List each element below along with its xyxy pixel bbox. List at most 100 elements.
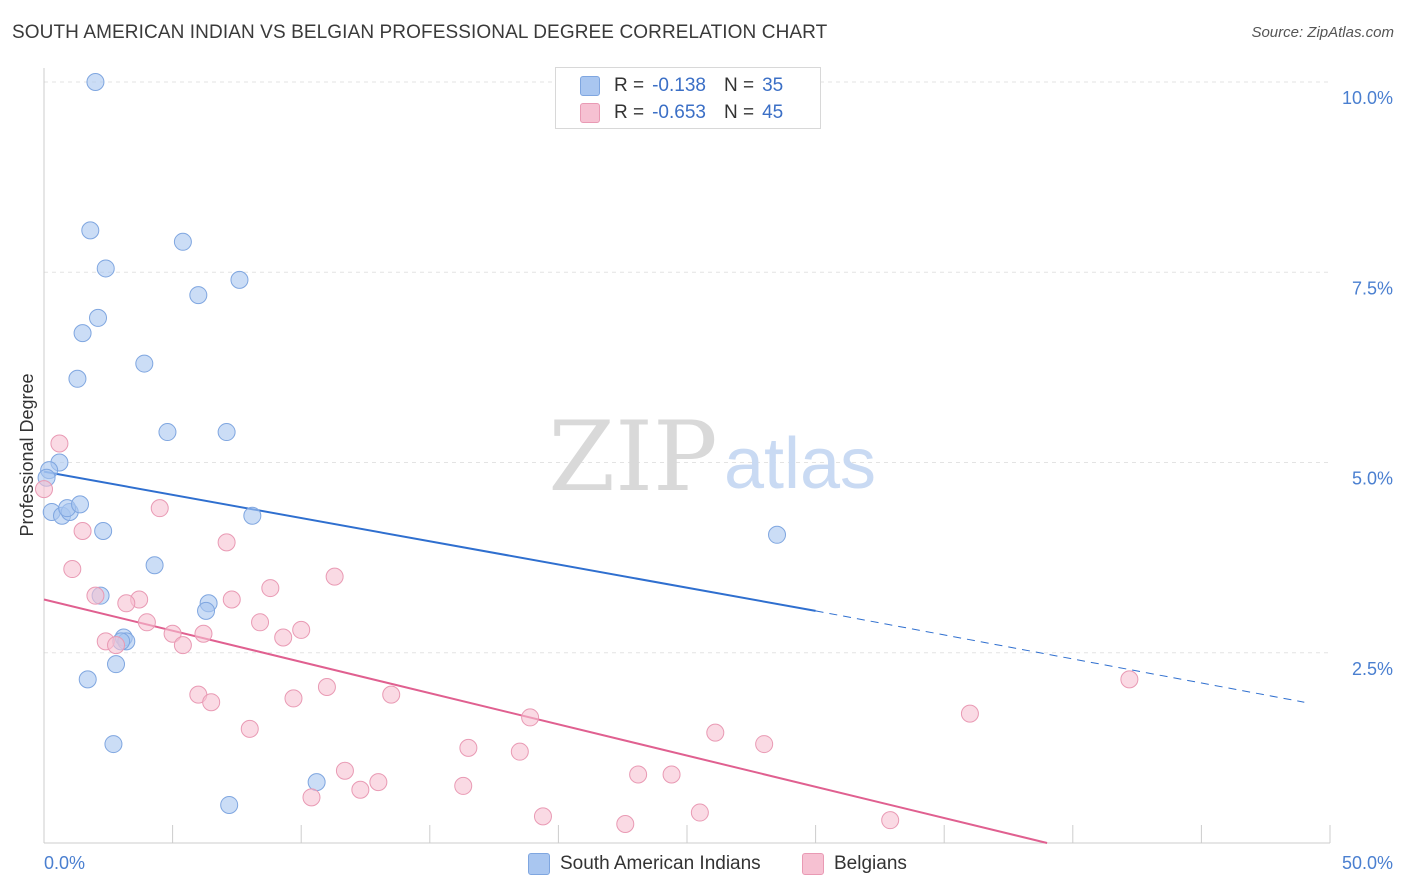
south-american-point <box>135 354 154 373</box>
data-points <box>35 73 1139 833</box>
south-american-point <box>86 73 105 91</box>
belgian-point <box>240 719 259 738</box>
belgian-point <box>63 560 82 579</box>
watermark: ZIP atlas <box>548 401 876 513</box>
belgian-point <box>510 742 529 761</box>
south-american-point <box>73 324 92 343</box>
belgian-point <box>881 811 900 830</box>
south-american-point <box>189 286 208 305</box>
south-american-point <box>230 270 249 289</box>
south-american-point <box>71 495 90 514</box>
belgian-point <box>284 689 303 708</box>
legend-r-label: R = <box>614 75 645 96</box>
x-tick-label: 0.0% <box>44 853 85 873</box>
south-american-point <box>89 308 108 327</box>
south-american-point <box>768 525 787 544</box>
south-american-point <box>94 521 113 540</box>
belgian-point <box>274 628 293 647</box>
y-tick-label: 2.5% <box>1352 659 1393 679</box>
belgian-point <box>616 814 635 833</box>
belgian-point <box>86 586 105 605</box>
south-american-point <box>104 735 123 754</box>
legend-swatch-pink <box>580 103 600 123</box>
legend-swatch-blue <box>528 853 550 875</box>
south-american-point <box>145 556 164 575</box>
south-american-trend-line <box>43 470 816 612</box>
legend-label: South American Indians <box>560 853 761 874</box>
source-label: Source: ZipAtlas.com <box>1251 24 1394 41</box>
south-american-point <box>81 221 100 240</box>
grid-lines <box>44 81 1330 654</box>
legend-r-label: R = <box>614 102 645 123</box>
x-tick-label: 50.0% <box>1342 853 1393 873</box>
legend-swatch-pink <box>802 853 824 875</box>
belgian-point <box>533 807 552 826</box>
belgian-point <box>706 723 725 742</box>
belgian-point <box>317 677 336 696</box>
legend-item-belgians[interactable]: Belgians <box>802 851 907 877</box>
belgian-point <box>302 788 321 807</box>
legend-label: Belgians <box>834 853 907 874</box>
belgian-point <box>369 773 388 792</box>
legend-r-value: -0.138 <box>652 75 706 96</box>
belgian-point <box>163 624 182 643</box>
belgian-point <box>117 594 136 613</box>
belgian-point <box>222 590 241 609</box>
legend-r-value: -0.653 <box>652 102 706 123</box>
south-american-point <box>158 423 177 442</box>
south-american-point <box>68 369 87 388</box>
belgian-point <box>690 803 709 822</box>
watermark-zip: ZIP <box>548 401 717 513</box>
legend-row-south-american: R = -0.138 N = 35 <box>580 74 783 98</box>
belgian-point <box>137 613 156 632</box>
legend-item-south-american-indians[interactable]: South American Indians <box>528 851 761 877</box>
south-american-point <box>78 670 97 689</box>
belgian-point <box>662 765 681 784</box>
trend-lines <box>43 470 1305 844</box>
belgian-point <box>521 708 540 727</box>
south-american-point <box>217 423 236 442</box>
belgian-point <box>459 738 478 757</box>
belgian-point <box>35 480 53 499</box>
south-american-point <box>307 773 326 792</box>
south-american-point <box>197 601 216 620</box>
belgian-point <box>755 735 774 754</box>
belgian-point <box>292 620 311 639</box>
belgian-point <box>107 636 126 655</box>
belgian-point <box>217 533 236 552</box>
south-american-point <box>173 232 192 251</box>
south-american-trend-extension <box>815 610 1305 703</box>
y-tick-label: 10.0% <box>1342 88 1393 108</box>
south-american-point <box>243 506 262 525</box>
belgian-point <box>150 499 169 518</box>
legend-n-label: N = <box>723 102 755 123</box>
axes <box>43 68 1331 844</box>
belgian-point <box>173 636 192 655</box>
belgian-point <box>335 761 354 780</box>
belgian-point <box>261 579 280 598</box>
stats-legend: R = -0.138 N = 35 R = -0.653 N = 45 <box>555 67 821 129</box>
legend-row-belgian: R = -0.653 N = 45 <box>580 101 783 125</box>
belgian-point <box>194 624 213 643</box>
y-tick-label: 7.5% <box>1352 278 1393 298</box>
legend-swatch-blue <box>580 76 600 96</box>
belgian-point <box>382 685 401 704</box>
south-american-point <box>96 259 115 278</box>
legend-n-label: N = <box>723 75 755 96</box>
belgian-point <box>351 780 370 799</box>
belgian-point <box>73 521 92 540</box>
belgian-point <box>202 693 221 712</box>
y-tick-label: 5.0% <box>1352 469 1393 489</box>
belgian-point <box>960 704 979 723</box>
tick-labels: 2.5% 5.0% 7.5% 10.0% 0.0% 50.0% <box>44 88 1393 873</box>
watermark-atlas: atlas <box>724 424 876 504</box>
south-american-point <box>220 795 239 814</box>
y-axis-title: Professional Degree <box>17 373 37 536</box>
belgian-point <box>454 776 473 795</box>
south-american-point <box>107 655 126 674</box>
legend-n-value: 35 <box>762 75 784 96</box>
legend-n-value: 45 <box>762 102 784 123</box>
chart-title: SOUTH AMERICAN INDIAN VS BELGIAN PROFESS… <box>12 22 828 43</box>
belgian-point <box>50 434 69 453</box>
